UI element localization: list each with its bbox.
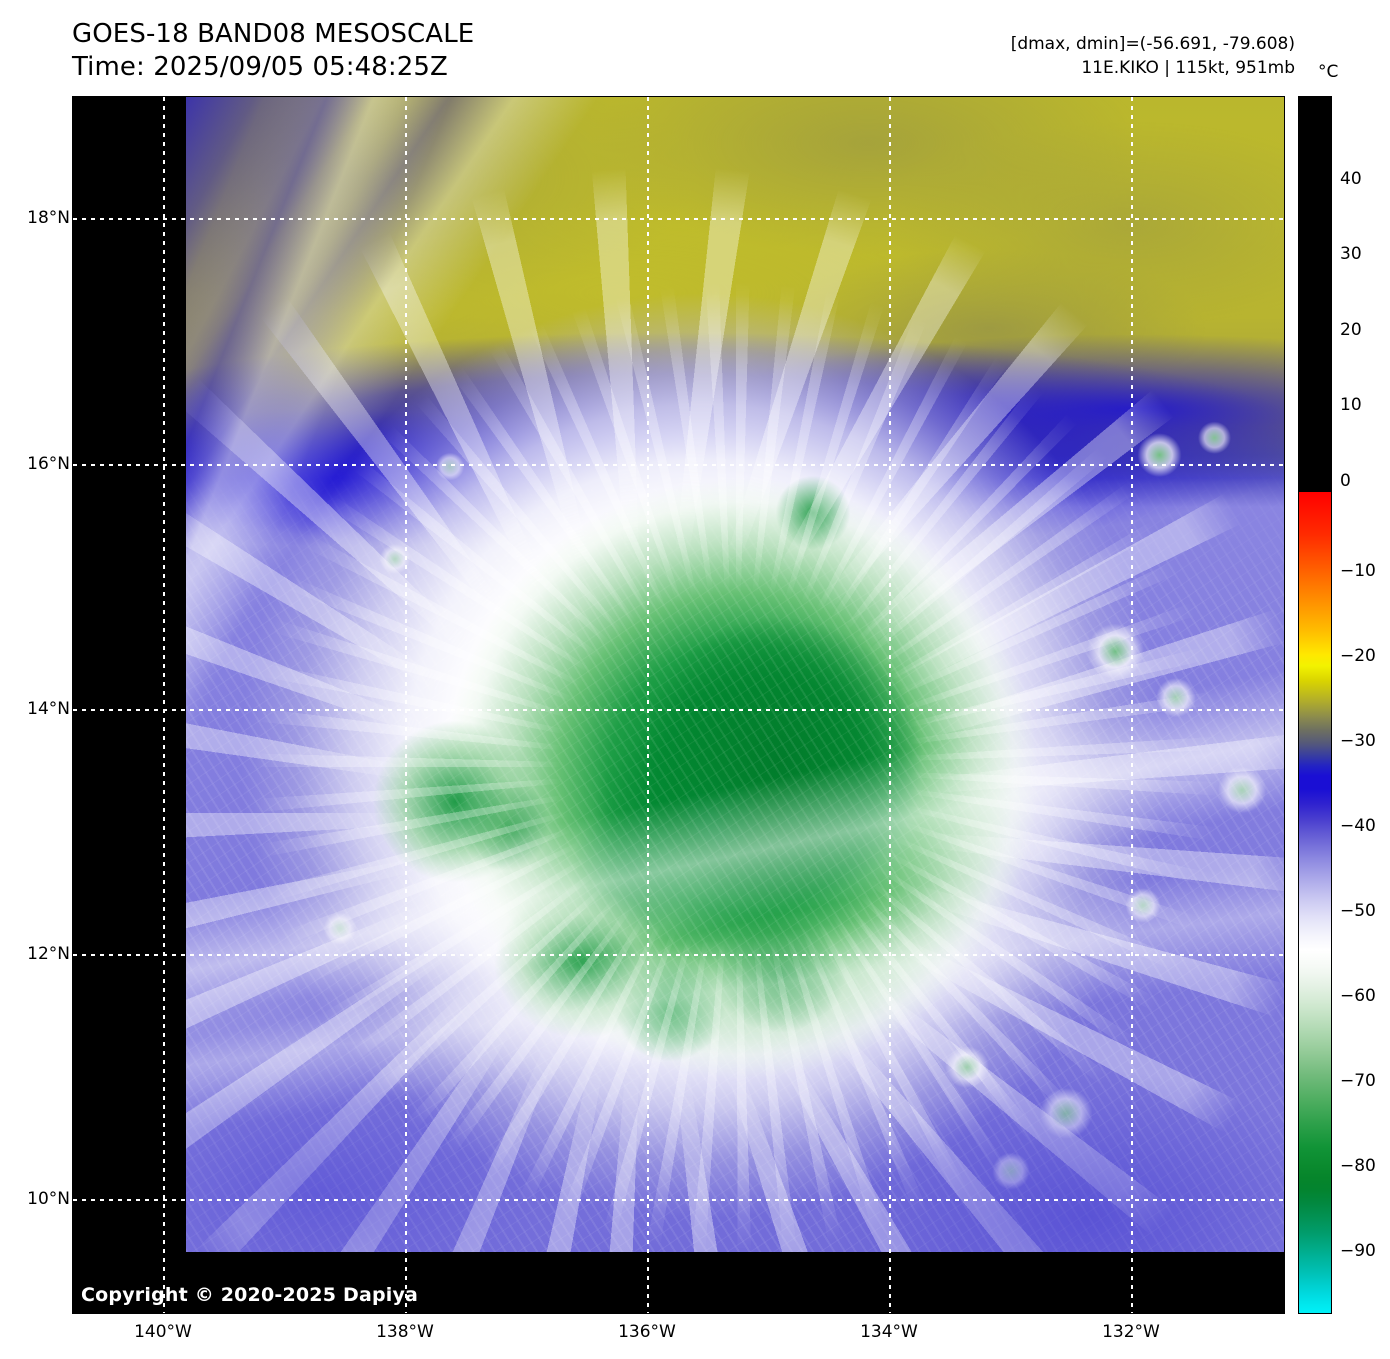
ytick-label-14n: 14°N <box>27 699 70 719</box>
colorbar-tick-20: 20 <box>1340 320 1362 340</box>
colorbar-tick-m90: −90 <box>1340 1241 1376 1261</box>
product-title: GOES-18 BAND08 MESOSCALE <box>72 19 475 49</box>
xtick-label-138w: 138°W <box>376 1322 434 1342</box>
ytick-label-18n: 18°N <box>27 208 70 228</box>
colorbar <box>1298 96 1332 1314</box>
copyright-label: Copyright © 2020-2025 Dapiya <box>81 1284 419 1306</box>
storm-info-label: 11E.KIKO | 115kt, 951mb <box>1081 58 1295 78</box>
timestamp-label: Time: 2025/09/05 05:48:25Z <box>72 52 448 82</box>
satellite-plot-area: Copyright © 2020-2025 Dapiya <box>72 96 1285 1314</box>
colorbar-tick-m60: −60 <box>1340 986 1376 1006</box>
metadata-block: [dmax, dmin]=(-56.691, -79.608) 11E.KIKO… <box>1011 32 1295 80</box>
page-title: GOES-18 BAND08 MESOSCALE Time: 2025/09/0… <box>72 18 474 84</box>
colorbar-tick-m10: −10 <box>1340 561 1376 581</box>
colorbar-tick-m40: −40 <box>1340 816 1376 836</box>
raster-cool-pools-layer <box>186 97 1284 1252</box>
colorbar-tick-m80: −80 <box>1340 1156 1376 1176</box>
colorbar-tick-30: 30 <box>1340 244 1362 264</box>
xtick-label-140w: 140°W <box>134 1322 192 1342</box>
colorbar-tick-10: 10 <box>1340 395 1362 415</box>
colorbar-tick-0: 0 <box>1340 471 1351 491</box>
colorbar-tick-m50: −50 <box>1340 901 1376 921</box>
xtick-label-136w: 136°W <box>618 1322 676 1342</box>
ytick-label-16n: 16°N <box>27 454 70 474</box>
xtick-label-134w: 134°W <box>860 1322 918 1342</box>
colorbar-unit-label: °C <box>1318 62 1339 82</box>
colorbar-tick-m30: −30 <box>1340 731 1376 751</box>
colorbar-above-zero-segment <box>1298 96 1332 491</box>
colorbar-tick-m20: −20 <box>1340 646 1376 666</box>
colorbar-tick-40: 40 <box>1340 169 1362 189</box>
ytick-label-10n: 10°N <box>27 1189 70 1209</box>
ytick-label-12n: 12°N <box>27 944 70 964</box>
gridline-lon-140 <box>163 97 165 1313</box>
xtick-label-132w: 132°W <box>1102 1322 1160 1342</box>
colorbar-tick-m70: −70 <box>1340 1071 1376 1091</box>
satellite-raster <box>186 97 1284 1252</box>
colorbar-gradient-segment <box>1298 491 1332 1314</box>
dmax-dmin-label: [dmax, dmin]=(-56.691, -79.608) <box>1010 34 1295 54</box>
